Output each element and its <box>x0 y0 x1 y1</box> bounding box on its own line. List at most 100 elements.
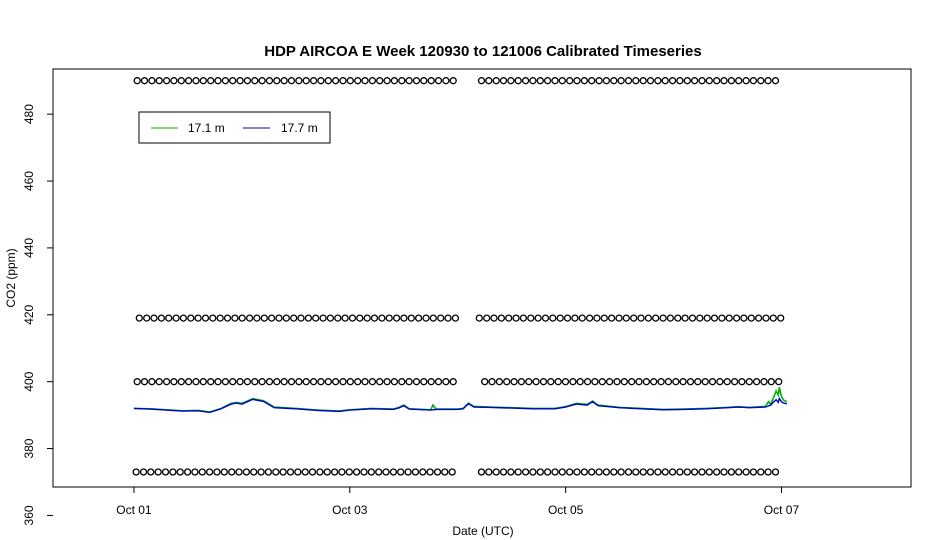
calibration-point <box>286 468 295 476</box>
calibration-point <box>525 378 533 386</box>
calibration-point <box>742 468 750 476</box>
series-lines <box>133 387 788 414</box>
calibration-point <box>363 314 371 322</box>
calibration-point <box>253 314 261 322</box>
calibration-point <box>346 77 354 85</box>
calibration-point <box>569 378 577 386</box>
calibration-point <box>566 468 574 476</box>
y-tick-label: 360 <box>22 505 36 525</box>
calibration-point <box>184 378 193 386</box>
calibration-point <box>442 77 450 85</box>
calibration-point <box>400 314 408 322</box>
calibration-point <box>376 378 384 386</box>
calibration-point <box>477 77 486 85</box>
chart-title: HDP AIRCOA E Week 120930 to 121006 Calib… <box>264 43 701 60</box>
calibration-point <box>214 77 222 85</box>
calibration-point <box>517 378 526 386</box>
calibration-point <box>588 468 596 476</box>
calibration-point <box>201 314 210 322</box>
calibration-point <box>672 378 680 386</box>
calibration-point <box>514 468 522 476</box>
calibration-point <box>690 77 699 85</box>
calibration-point <box>157 314 166 322</box>
calibration-point <box>683 77 691 85</box>
calibration-point <box>775 378 783 386</box>
calibration-point <box>155 378 163 386</box>
calibration-point <box>334 314 342 322</box>
x-axis: Oct 01 Oct 03 Oct 05 Oct 07 <box>116 487 799 517</box>
calibration-point <box>169 468 177 476</box>
calibration-point <box>260 314 268 322</box>
calibration-point <box>257 468 265 476</box>
calibration-point <box>475 314 483 322</box>
calibration-point <box>628 378 636 386</box>
calibration-point <box>304 314 313 322</box>
calibration-point <box>556 314 564 322</box>
calibration-point <box>324 378 332 386</box>
calibration-point <box>622 314 630 322</box>
calibration-point <box>723 378 731 386</box>
calibration-point <box>287 378 296 386</box>
calibration-point <box>580 468 589 476</box>
calibration-point <box>497 314 506 322</box>
calibration-point <box>529 77 537 85</box>
calibration-point <box>140 77 149 85</box>
calibration-point <box>771 77 780 85</box>
calibration-point <box>414 314 423 322</box>
calibration-point <box>442 378 450 386</box>
calibration-point <box>317 77 325 85</box>
calibration-point <box>610 77 618 85</box>
calibration-point <box>630 314 638 322</box>
calibration-point <box>444 314 452 322</box>
calibration-point <box>637 314 645 322</box>
calibration-point <box>404 468 412 476</box>
calibration-point <box>646 77 655 85</box>
calibration-point <box>172 314 180 322</box>
calibration-point <box>558 77 566 85</box>
calibration-point <box>620 378 628 386</box>
calibration-point <box>221 77 230 85</box>
calibration-point <box>757 468 765 476</box>
calibration-point <box>426 468 434 476</box>
calibration-point <box>236 378 244 386</box>
calibration-point <box>221 378 230 386</box>
calibration-point <box>698 77 706 85</box>
calibration-point <box>317 378 325 386</box>
calibration-point <box>624 468 633 476</box>
calibration-point <box>213 468 221 476</box>
calibration-point <box>235 468 243 476</box>
calibration-point <box>762 314 770 322</box>
calibration-point <box>405 77 413 85</box>
calibration-point <box>613 378 621 386</box>
calibration-point <box>742 77 750 85</box>
calibration-point <box>199 77 207 85</box>
series-line-17-1-m <box>133 387 788 413</box>
calibration-point <box>644 314 653 322</box>
calibration-point <box>617 468 625 476</box>
calibration-point <box>326 314 335 322</box>
calibration-point <box>642 378 651 386</box>
calibration-point <box>767 378 775 386</box>
calibration-point <box>148 77 156 85</box>
calibration-point <box>356 314 364 322</box>
calibration-point <box>449 77 457 85</box>
calibration-point <box>161 468 170 476</box>
calibration-point <box>302 77 310 85</box>
calibration-point <box>676 468 684 476</box>
calibration-point <box>705 77 713 85</box>
y-axis: 360 380 400 420 440 460 480 <box>22 104 53 525</box>
calibration-point <box>397 468 405 476</box>
calibration-point <box>703 314 711 322</box>
calibration-point <box>639 468 647 476</box>
calibration-point <box>170 378 178 386</box>
calibration-point <box>683 468 691 476</box>
calibration-point <box>245 314 254 322</box>
calibration-point <box>727 468 736 476</box>
calibration-point <box>309 378 318 386</box>
calibration-point <box>595 77 603 85</box>
calibration-point <box>376 77 384 85</box>
calibration-point <box>749 77 758 85</box>
calibration-point <box>716 378 724 386</box>
calibration-point <box>521 468 530 476</box>
calibration-point <box>419 468 427 476</box>
